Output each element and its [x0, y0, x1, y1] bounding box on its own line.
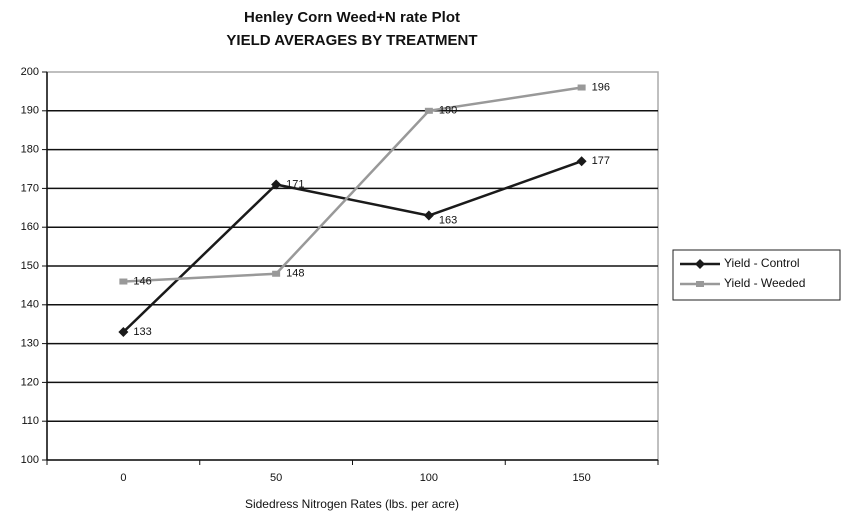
series-line	[122, 160, 583, 333]
y-tick-label: 160	[21, 221, 39, 233]
legend-box	[672, 249, 841, 301]
y-tick-label: 100	[21, 454, 39, 466]
y-tick-label: 180	[21, 144, 39, 156]
y-tick-label: 110	[21, 415, 39, 427]
data-point	[424, 107, 433, 114]
data-label: 146	[133, 275, 151, 287]
y-tick-label: 120	[21, 376, 39, 388]
data-label: 196	[592, 81, 610, 93]
chart-subtitle: YIELD AVERAGES BY TREATMENT	[226, 32, 477, 49]
legend-marker	[696, 281, 704, 287]
y-tick-label: 200	[21, 66, 39, 78]
data-label: 163	[439, 214, 457, 226]
x-axis-label: Sidedress Nitrogen Rates (lbs. per acre)	[245, 497, 459, 511]
data-label: 190	[439, 105, 457, 117]
x-tick-label: 150	[572, 472, 590, 484]
x-tick-label: 0	[120, 472, 126, 484]
chart-title: Henley Corn Weed+N rate Plot	[244, 9, 460, 26]
data-point	[577, 84, 586, 91]
legend-marker	[695, 259, 705, 269]
y-tick-label: 170	[21, 182, 39, 194]
data-point	[272, 270, 281, 277]
y-tick-label: 140	[21, 299, 39, 311]
y-tick-label: 150	[21, 260, 39, 272]
y-tick-label: 130	[21, 338, 39, 350]
data-point	[576, 156, 587, 167]
data-point	[118, 326, 129, 337]
data-label: 148	[286, 268, 304, 280]
y-tick-label: 190	[21, 105, 39, 117]
legend-label: Yield - Weeded	[724, 276, 805, 290]
x-tick-label: 50	[270, 472, 282, 484]
data-label: 171	[286, 178, 304, 190]
x-tick-label: 100	[420, 472, 438, 484]
data-point	[423, 210, 434, 221]
data-point	[119, 278, 128, 285]
legend-label: Yield - Control	[724, 256, 800, 270]
series-line	[123, 86, 582, 283]
data-point	[271, 179, 282, 190]
data-label: 133	[133, 326, 151, 338]
data-label: 177	[592, 155, 610, 167]
